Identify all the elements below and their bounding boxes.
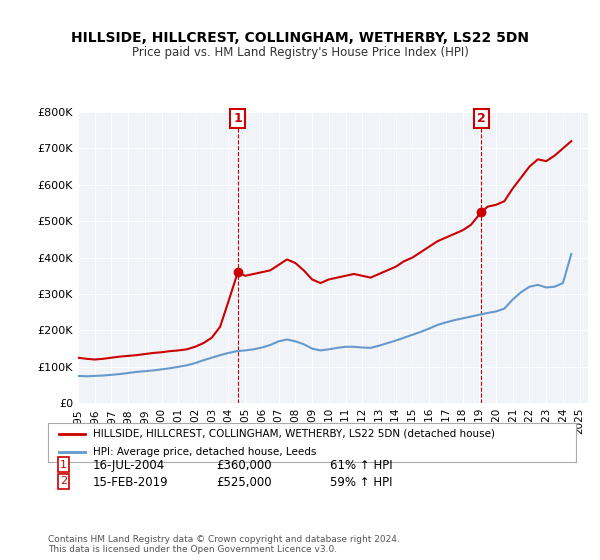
Text: £525,000: £525,000 — [216, 475, 272, 488]
Text: HILLSIDE, HILLCREST, COLLINGHAM, WETHERBY, LS22 5DN (detached house): HILLSIDE, HILLCREST, COLLINGHAM, WETHERB… — [93, 429, 495, 439]
Text: 2: 2 — [477, 112, 485, 125]
Text: 1: 1 — [233, 112, 242, 125]
Text: 16-JUL-2004: 16-JUL-2004 — [93, 459, 165, 472]
Text: 2: 2 — [60, 477, 67, 487]
Text: Contains HM Land Registry data © Crown copyright and database right 2024.
This d: Contains HM Land Registry data © Crown c… — [48, 535, 400, 554]
Text: 1: 1 — [60, 460, 67, 470]
Text: £360,000: £360,000 — [216, 459, 272, 472]
Text: 59% ↑ HPI: 59% ↑ HPI — [330, 475, 392, 488]
Text: Price paid vs. HM Land Registry's House Price Index (HPI): Price paid vs. HM Land Registry's House … — [131, 46, 469, 59]
Text: HILLSIDE, HILLCREST, COLLINGHAM, WETHERBY, LS22 5DN: HILLSIDE, HILLCREST, COLLINGHAM, WETHERB… — [71, 31, 529, 45]
Text: 61% ↑ HPI: 61% ↑ HPI — [330, 459, 392, 472]
Text: 15-FEB-2019: 15-FEB-2019 — [93, 475, 169, 488]
Text: HPI: Average price, detached house, Leeds: HPI: Average price, detached house, Leed… — [93, 447, 316, 457]
